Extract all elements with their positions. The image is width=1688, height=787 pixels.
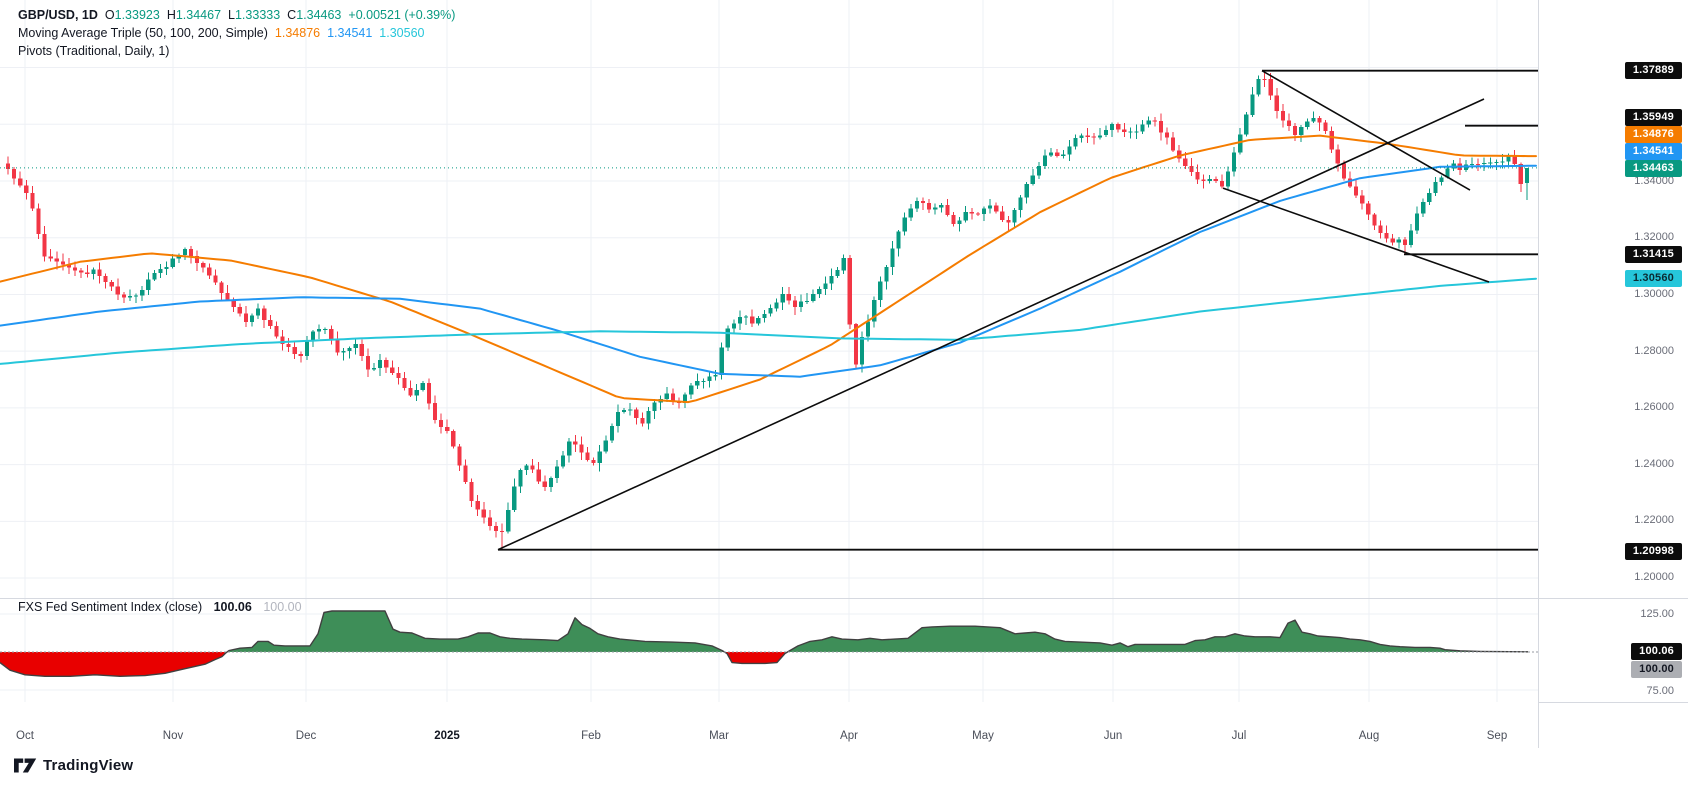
gridlines xyxy=(0,0,1538,702)
trend-lines[interactable] xyxy=(497,69,1538,551)
footer-bar: TradingView xyxy=(0,748,1688,787)
sentiment-legend[interactable]: FXS Fed Sentiment Index (close) 100.06 1… xyxy=(18,600,302,614)
ohlc-open: O1.33923 xyxy=(104,8,160,22)
moving-averages xyxy=(0,134,1537,404)
time-axis-label: Nov xyxy=(162,730,184,742)
price-badge: 100.06 xyxy=(1631,642,1682,660)
time-axis-label: Apr xyxy=(840,730,858,742)
price-badge: 100.00 xyxy=(1631,660,1682,678)
price-badge: 1.34463 xyxy=(1624,159,1682,177)
sentiment-title: FXS Fed Sentiment Index (close) xyxy=(18,600,203,614)
time-axis-label: Oct xyxy=(16,730,34,742)
price-badge: 1.35949 xyxy=(1624,108,1682,126)
price-badge: 1.37889 xyxy=(1624,61,1682,79)
pivots-title: Pivots (Traditional, Daily, 1) xyxy=(18,44,170,58)
time-axis[interactable]: Oct Nov Dec 2025 Feb Mar Apr May Jun Jul Aug Sep xyxy=(0,702,1538,748)
price-axis-label: 1.34000 xyxy=(1634,175,1674,187)
ma100-value: 1.34541 xyxy=(327,26,373,40)
time-axis-label: Sep xyxy=(1486,730,1508,742)
tradingview-logo-link[interactable]: TradingView xyxy=(14,757,133,774)
price-axis-label: 1.28000 xyxy=(1634,345,1674,357)
sentiment-value: 100.06 xyxy=(213,600,252,614)
price-badge: 1.31415 xyxy=(1624,245,1682,263)
legend-row-pivots[interactable]: Pivots (Traditional, Daily, 1) xyxy=(18,42,455,60)
legend-row-ma[interactable]: Moving Average Triple (50, 100, 200, Sim… xyxy=(18,24,455,42)
candles xyxy=(5,70,1529,550)
time-axis-label: 2025 xyxy=(434,730,460,742)
price-axis-border xyxy=(1538,0,1539,748)
symbol-title: GBP/USD, 1D xyxy=(18,8,98,22)
ma200-value: 1.30560 xyxy=(379,26,425,40)
sentiment-axis-label: 75.00 xyxy=(1646,685,1674,697)
chart-legend: GBP/USD, 1D O1.33923 H1.34467 L1.33333 C… xyxy=(18,6,455,60)
price-badge: 1.30560 xyxy=(1624,269,1682,287)
time-axis-label: Feb xyxy=(581,730,601,742)
price-badge: 1.20998 xyxy=(1624,542,1682,560)
price-axis-label: 1.26000 xyxy=(1634,401,1674,413)
ohlc-low: L1.33333 xyxy=(228,8,281,22)
price-axis[interactable]: 1.34000 1.32000 1.30000 1.28000 1.26000 1.240… xyxy=(1538,0,1688,748)
ohlc-close: C1.34463 xyxy=(287,8,342,22)
ohlc-high: H1.34467 xyxy=(166,8,222,22)
price-badge: 1.34876 xyxy=(1624,125,1682,143)
time-axis-label: Jul xyxy=(1231,730,1247,742)
change-value: +0.00521 (+0.39%) xyxy=(348,8,456,22)
price-axis-label: 1.20000 xyxy=(1634,571,1674,583)
ma50-value: 1.34876 xyxy=(274,26,321,40)
price-badge: 1.34541 xyxy=(1624,142,1682,160)
legend-row-symbol[interactable]: GBP/USD, 1D O1.33923 H1.34467 L1.33333 C… xyxy=(18,6,455,24)
time-axis-label: Mar xyxy=(709,730,729,742)
price-axis-label: 1.30000 xyxy=(1634,288,1674,300)
sentiment-axis-label: 125.00 xyxy=(1640,608,1674,620)
sentiment-area xyxy=(0,610,1538,677)
pane-separator[interactable] xyxy=(0,598,1688,599)
time-axis-label: May xyxy=(972,730,994,742)
price-axis-label: 1.32000 xyxy=(1634,231,1674,243)
brand-name: TradingView xyxy=(43,757,134,774)
time-axis-label: Dec xyxy=(295,730,317,742)
time-axis-label: Jun xyxy=(1103,730,1123,742)
tradingview-logo-icon xyxy=(14,758,37,773)
price-axis-label: 1.22000 xyxy=(1634,514,1674,526)
sentiment-baseline-value: 100.00 xyxy=(263,600,302,614)
time-axis-label: Aug xyxy=(1358,730,1380,742)
ma-title: Moving Average Triple (50, 100, 200, Sim… xyxy=(18,26,268,40)
price-axis-label: 1.24000 xyxy=(1634,458,1674,470)
